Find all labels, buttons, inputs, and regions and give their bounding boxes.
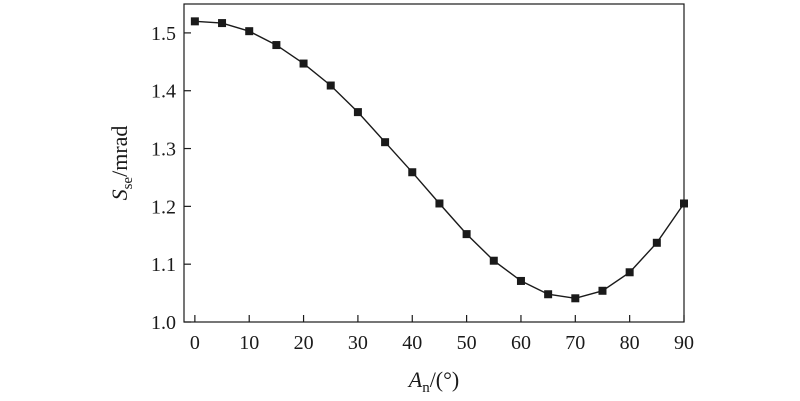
x-tick-label: 50 bbox=[457, 332, 477, 354]
x-tick-label: 20 bbox=[294, 332, 314, 354]
x-tick-label: 80 bbox=[620, 332, 640, 354]
y-tick-label: 1.3 bbox=[151, 139, 176, 161]
series-markers bbox=[190, 17, 688, 303]
x-axis-label-rest: /(°) bbox=[430, 367, 460, 392]
x-tick-label: 30 bbox=[348, 332, 368, 354]
y-tick-label: 1.0 bbox=[151, 312, 176, 334]
data-point-marker bbox=[598, 286, 607, 295]
data-point-marker bbox=[652, 238, 661, 247]
data-point-marker bbox=[571, 294, 580, 303]
data-point-marker bbox=[272, 41, 281, 50]
y-axis-ticks: 1.0 1.1 1.2 1.3 1.4 1.5 bbox=[151, 23, 191, 334]
data-point-marker bbox=[218, 19, 227, 28]
y-tick-label: 1.4 bbox=[151, 81, 176, 103]
x-axis-label-main: A bbox=[407, 367, 423, 392]
y-axis-label-main: S bbox=[107, 189, 132, 200]
data-point-marker bbox=[544, 290, 553, 299]
data-point-marker bbox=[245, 27, 254, 36]
y-axis-label-rest: /mrad bbox=[107, 126, 132, 177]
data-point-marker bbox=[408, 168, 417, 177]
y-tick-label: 1.1 bbox=[151, 254, 176, 276]
data-point-marker bbox=[680, 199, 688, 208]
data-point-marker bbox=[353, 108, 362, 117]
x-tick-label: 60 bbox=[511, 332, 531, 354]
data-point-marker bbox=[462, 230, 471, 239]
y-axis-label-sub: se bbox=[120, 177, 136, 190]
x-tick-label: 90 bbox=[674, 332, 694, 354]
data-point-marker bbox=[299, 59, 308, 68]
series-line bbox=[194, 20, 685, 300]
x-tick-label: 40 bbox=[402, 332, 422, 354]
data-point-marker bbox=[489, 256, 498, 265]
data-point-marker bbox=[326, 81, 335, 90]
x-tick-label: 0 bbox=[190, 332, 200, 354]
data-point-marker bbox=[381, 138, 390, 147]
y-tick-label: 1.2 bbox=[151, 196, 176, 218]
data-point-marker bbox=[435, 199, 444, 208]
x-axis-ticks: 0 10 20 30 40 50 60 70 80 90 bbox=[190, 315, 694, 354]
y-axis-label: Sse/mrad bbox=[107, 126, 136, 201]
x-axis-label-sub: n bbox=[422, 380, 430, 396]
plot-frame bbox=[183, 3, 685, 323]
x-tick-label: 70 bbox=[565, 332, 585, 354]
data-point-marker bbox=[625, 268, 634, 277]
y-tick-label: 1.5 bbox=[151, 23, 176, 45]
data-point-marker bbox=[190, 17, 199, 26]
plot-area: 0 10 20 30 40 50 60 70 80 90 1.0 1.1 1.2 1.3 1.4 1.5 bbox=[151, 3, 694, 354]
x-axis-label: An/(°) bbox=[407, 367, 460, 396]
data-point-marker bbox=[516, 276, 525, 285]
x-tick-label: 10 bbox=[239, 332, 259, 354]
